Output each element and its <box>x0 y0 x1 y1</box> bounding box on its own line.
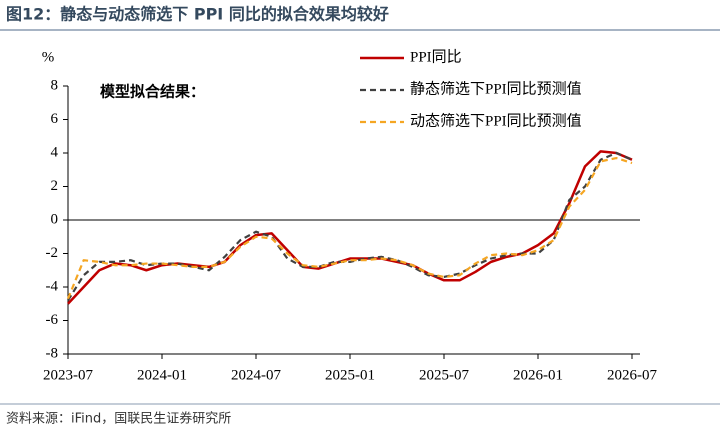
y-tick-label: -6 <box>46 312 59 328</box>
y-tick-label: 8 <box>51 77 59 93</box>
series-line <box>67 150 633 305</box>
y-tick-label: -8 <box>46 345 59 361</box>
legend-label: PPI同比 <box>410 48 462 65</box>
x-tick-label: 2025-07 <box>419 367 469 383</box>
legend-label: 静态筛选下PPI同比预测值 <box>410 80 582 97</box>
x-tick-label: 2025-01 <box>325 367 375 383</box>
y-tick-label: 6 <box>51 111 59 127</box>
y-tick-label: 2 <box>51 178 59 194</box>
annotation: 模型拟合结果： <box>100 83 205 101</box>
y-axis-label: % <box>42 49 55 65</box>
x-tick-label: 2026-01 <box>513 367 563 383</box>
page-title: 图12：静态与动态筛选下 PPI 同比的拟合效果均较好 <box>6 5 389 24</box>
x-tick-label: 2024-01 <box>137 367 187 383</box>
y-tick-label: 4 <box>51 144 59 160</box>
x-tick-label: 2024-07 <box>231 367 281 383</box>
x-tick-label: 2023-07 <box>43 367 93 383</box>
series-line <box>67 151 633 301</box>
legend-label: 动态筛选下PPI同比预测值 <box>410 112 582 129</box>
y-tick-label: -4 <box>46 278 59 294</box>
y-tick-label: -2 <box>46 245 59 261</box>
source: 资料来源：iFind，国联民生证券研究所 <box>6 411 231 427</box>
x-tick-label: 2026-07 <box>607 367 657 383</box>
y-tick-label: 0 <box>51 211 59 227</box>
series-line <box>66 156 633 300</box>
